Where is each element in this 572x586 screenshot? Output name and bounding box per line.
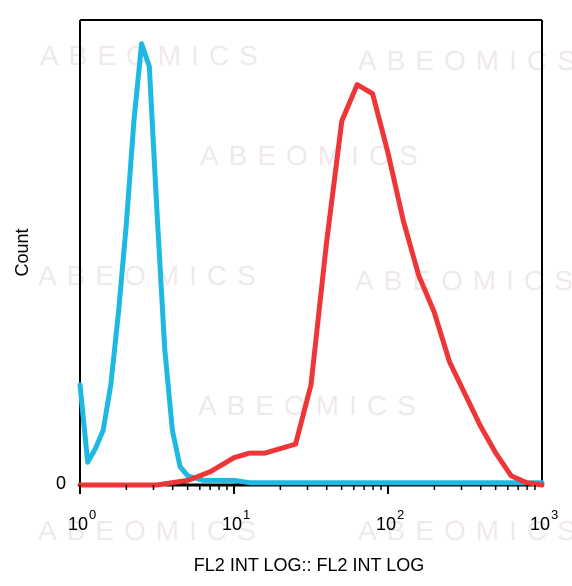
watermark-text: ABEOMICS <box>38 260 266 291</box>
series-layer <box>77 41 545 488</box>
watermark-layer: ABEOMICS ABEOMICS ABEOMICS ABEOMICS ABEOMICS… <box>38 40 572 546</box>
x-tick-label: 100 <box>68 507 96 534</box>
watermark-text: ABEOMICS <box>358 515 572 546</box>
x-tick-label: 102 <box>376 507 404 534</box>
watermark-text: ABEOMICS <box>38 515 266 546</box>
watermark-text: ABEOMICS <box>40 40 268 71</box>
y-axis-label: Count <box>12 228 32 276</box>
series-line-1 <box>77 41 545 486</box>
x-tick-label: 101 <box>222 507 250 534</box>
y-tick-label: 0 <box>56 473 66 493</box>
series-line-2 <box>77 82 545 488</box>
x-axis-label: FL2 INT LOG:: FL2 INT LOG <box>194 555 424 575</box>
watermark-text: ABEOMICS <box>200 140 428 171</box>
watermark-text: ABEOMICS <box>198 390 426 421</box>
watermark-text: ABEOMICS <box>358 45 572 76</box>
watermark-text: ABEOMICS <box>355 265 572 296</box>
x-tick-label: 103 <box>530 507 558 534</box>
tick-layer <box>79 485 536 494</box>
